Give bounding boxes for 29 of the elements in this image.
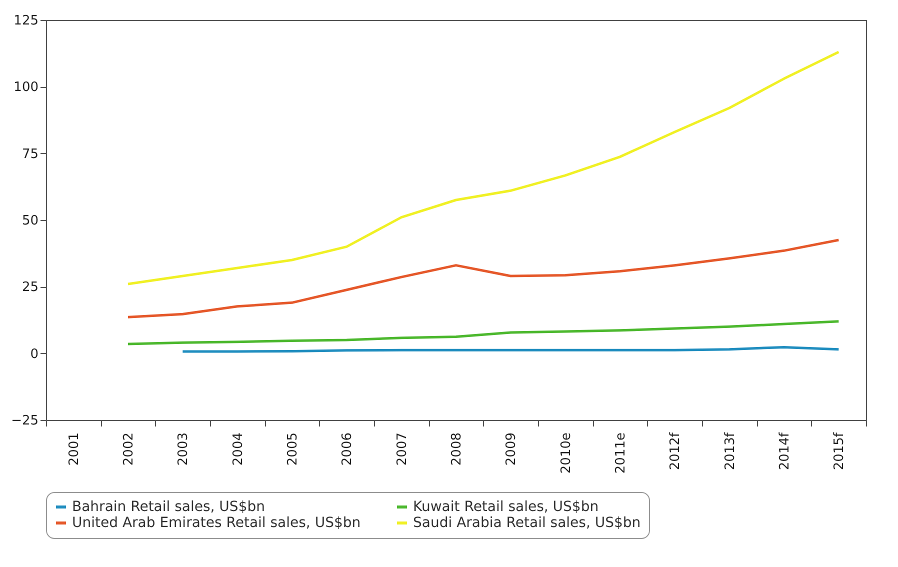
legend-label: Saudi Arabia Retail sales, US$bn [413,515,641,531]
x-tick-label: 2008 [450,432,464,466]
x-tick-label: 2010e [558,432,574,474]
x-tick-label: 2013f [722,432,738,470]
line-series [126,320,840,346]
legend-label: United Arab Emirates Retail sales, US$bn [72,515,361,531]
x-tick-label: 2003 [176,432,192,466]
x-tick-label: 2007 [394,432,410,466]
x-tick-label: 2014f [778,432,792,470]
x-tick-label: 2004 [230,432,246,466]
x-tick-label: 2005 [286,432,300,466]
y-tick-label: 50 [22,214,38,228]
y-tick-label: 75 [22,146,38,162]
y-tick-label: 125 [14,14,38,28]
y-tick-label: −25 [11,414,38,428]
y-tick-label: 25 [22,280,38,296]
legend-label: Kuwait Retail sales, US$bn [413,499,599,515]
y-tick-label: 100 [14,80,38,96]
x-tick-label: 2006 [340,432,356,466]
x-tick-label: 2009 [504,432,520,466]
line-series [126,238,840,318]
x-tick-label: 2015f [832,432,848,470]
line-series [126,50,840,286]
y-tick-label: 0 [30,346,38,362]
legend-label: Bahrain Retail sales, US$bn [72,499,265,515]
x-tick-label: 2001 [66,432,82,466]
x-tick-label: 2011e [614,432,628,474]
x-tick-label: 2002 [122,432,136,466]
x-tick-label: 2012f [668,432,684,470]
